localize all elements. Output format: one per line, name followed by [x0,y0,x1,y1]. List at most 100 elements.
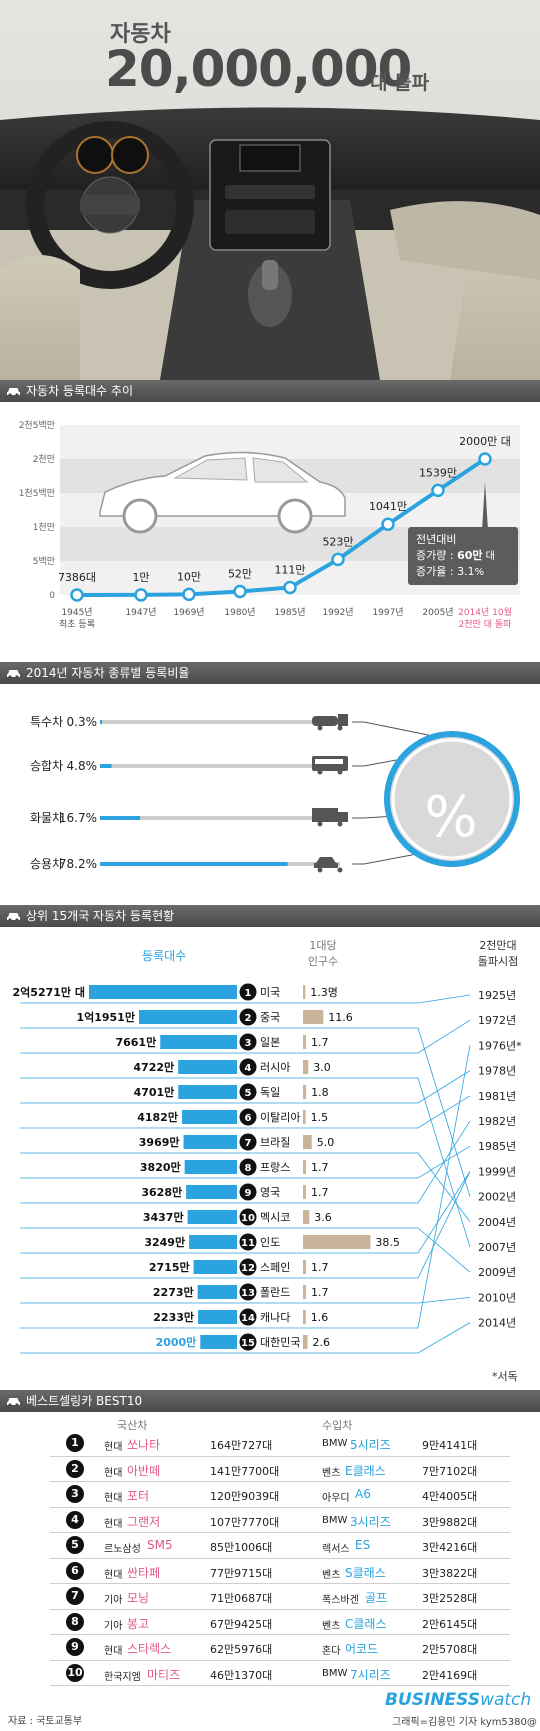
rank-badge [239,1058,257,1076]
rank-badge [239,1008,257,1026]
registration-label: 7661만 [115,1035,156,1049]
icon-part [312,716,338,726]
domestic-brand: 현대 [104,1569,123,1581]
population-bar [303,1010,324,1024]
import-model: 골프 [365,1591,388,1605]
rank-number: 15 [241,1338,255,1349]
import-sales: 2만6145대 [422,1617,478,1631]
data-point [233,584,247,599]
bestseller-row: 3 현대 포터 120만9039대 아우디 A6 4만4005대 [50,1482,510,1508]
registration-bar [138,1010,237,1024]
rank-number: 8 [245,1163,252,1174]
rank-badge [239,1233,257,1251]
year-label: 2014년 [478,1317,516,1330]
population-bar [303,1135,312,1149]
point-label: 1만 [132,571,149,584]
header-line: 1대당 [309,939,337,952]
rank-badge: 4 [66,1510,84,1529]
car-interior-illustration [0,107,540,380]
cargo-truck-icon [312,808,348,827]
year-label: 1978년 [478,1065,516,1078]
year-connector [405,1120,471,1204]
registration-bar [200,1335,237,1349]
year-connector [405,1171,471,1254]
import-sales: 2만4169대 [422,1668,478,1682]
icon-wheel [317,867,323,873]
import-brand: 폭스바겐 [322,1595,359,1606]
callout-unit: % [474,567,485,578]
header-20m-reached: 2천만대 돌파시점 [473,937,523,969]
bar-fill [100,816,141,820]
bestseller-row: 7 기아 모닝 71만0687대 폭스바겐 골프 3만2528대 [50,1584,510,1610]
header-line: 인구수 [307,955,339,968]
header-import: 수입차 [322,1419,353,1432]
x-tick-label: 1980년 [224,607,255,618]
import-model: 7시리즈 [350,1667,391,1682]
year-label: 1982년 [478,1115,516,1128]
y-tick-label: 0 [49,591,55,601]
sedan-icon [314,857,343,873]
domestic-brand: 현대 [104,1493,123,1504]
data-point [478,452,492,466]
import-sales: 9만4141대 [422,1439,478,1452]
population-label: 11.6 [328,1011,353,1024]
year-connector [405,1045,471,1329]
x-tick-label: 2014년 10월 [458,606,512,618]
import-brand: 아우디 [322,1493,350,1504]
import-model: ES [355,1538,371,1552]
icon-wheel [317,725,323,731]
car-wheel [277,498,313,534]
import-sales: 2만5708대 [422,1643,478,1656]
import-brand: BMW [322,1514,348,1526]
category-label: 승합차 [30,759,63,773]
domestic-model: 그랜저 [127,1514,161,1529]
registration-bar [183,1135,237,1149]
population-label: 1.3명 [310,986,338,999]
brand-light: watch [480,1690,532,1710]
callout-label: 증가율 : [416,565,458,578]
country-name: 일본 [260,1035,280,1049]
icon-wheel [337,725,343,731]
bestseller-row: 4 현대 그랜저 107만7770대 BMW 3시리즈 3만9882대 [50,1508,510,1533]
bar-track [100,816,340,820]
point-label: 2000만 대 [459,435,511,448]
x-tick-label: 1997년 [372,607,403,618]
connector-line [352,816,387,819]
import-model: 어코드 [345,1642,379,1656]
population-bar [303,1310,306,1324]
bar-fill [100,764,112,768]
country-name: 영국 [260,1186,280,1199]
import-model: 3시리즈 [350,1514,391,1529]
car-wheel [122,498,158,534]
data-point [182,587,196,602]
domestic-brand: 기아 [104,1595,123,1606]
import-sales: 3만3822대 [422,1566,478,1580]
domestic-model: 봉고 [127,1616,150,1631]
rank-number: 11 [241,1238,255,1249]
domestic-sales: 77만9715대 [210,1566,273,1580]
rank-badge: 2 [66,1459,84,1478]
y-tick-label: 2천5백만 [19,420,55,431]
rank-badge: 3 [66,1485,84,1503]
rank-badge: 1 [66,1434,84,1452]
car-window [173,457,309,483]
year-connector [405,1322,471,1354]
hero-banner: 자동차 20,000,000 대 돌파 [0,0,540,380]
year-label: 2010년 [478,1291,516,1304]
year-connector [405,1070,471,1104]
bus-icon [312,756,348,775]
y-tick-label: 1천만 [33,522,55,533]
icon-wheel [317,769,323,775]
population-label: 1.7 [311,1161,329,1174]
registration-bar [178,1060,237,1074]
connector-line [352,721,429,736]
bestseller-row: 1 현대 쏘나타 164만727대 BMW 5시리즈 9만4141대 [50,1431,510,1457]
point-label: 1539만 [419,466,457,479]
country-name: 인도 [260,1236,280,1249]
year-label: 1981년 [478,1090,516,1103]
registration-label: 3628만 [141,1185,182,1199]
callout-increase: 증가량 : 60만 대 [416,547,510,563]
yoy-callout: 전년대비 증가량 : 60만 대 증가율 : 3.1% [408,527,518,585]
population-bar [303,1260,306,1274]
bestseller-row: 5 르노삼성 SM5 85만1006대 렉서스 ES 3만4216대 [50,1533,510,1559]
